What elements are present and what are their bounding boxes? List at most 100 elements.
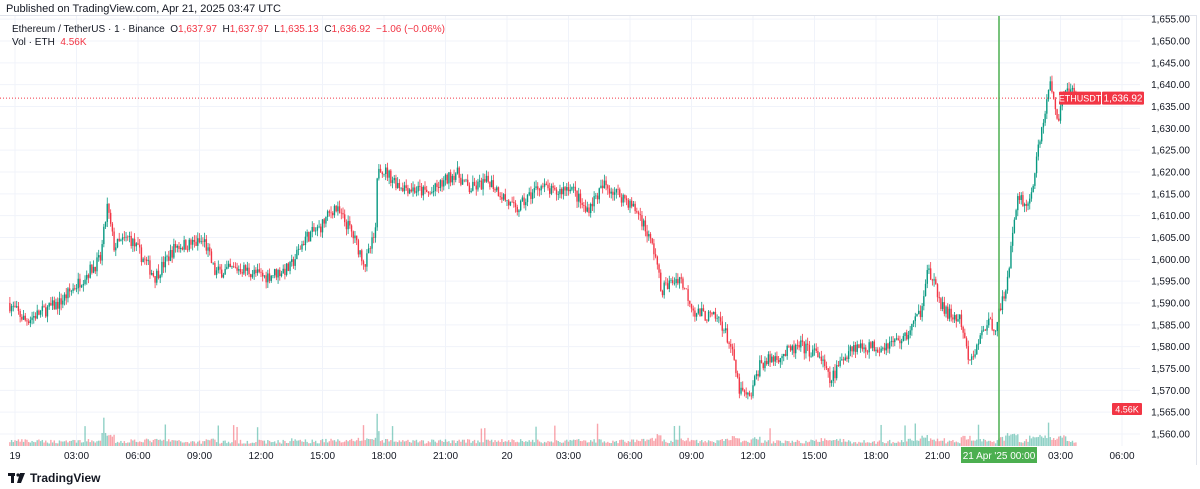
volume-bar [96,441,98,446]
volume-bar [191,441,194,446]
volume-bar [108,435,110,446]
candle-body [137,243,139,245]
volume-bar [132,440,134,446]
candle-body [458,167,460,178]
volume-bar [123,441,126,446]
candle-body [856,344,858,352]
candle-body [132,238,134,246]
candle-body [764,361,766,369]
x-axis-label: 18:00 [863,451,888,462]
volume-bar [793,442,795,446]
volume-bar [666,442,669,446]
volume-bar [407,439,409,446]
y-axis-label: 1,570.00 [1151,386,1190,397]
volume-bar [414,440,416,446]
volume-bar [357,437,360,446]
candle-body [1025,204,1028,206]
candle-body [357,240,360,255]
candle-body [825,366,828,369]
candle-body [448,172,450,184]
volume-bar [1075,442,1077,446]
volume-bar [109,434,112,446]
candle-body [940,298,942,309]
volume-bar [284,440,286,446]
candle-body [502,194,505,200]
candle-body [497,187,500,197]
volume-label[interactable]: Vol · ETH [12,37,55,48]
candle-body [991,318,993,330]
candle-body [692,308,694,311]
candle-body [1010,245,1012,269]
volume-bar [432,439,435,446]
candle-body [957,319,959,322]
candle-body [427,192,430,193]
volume-bar [429,442,431,446]
volume-bar [1073,442,1075,446]
candle-body [485,175,488,182]
volume-bar [477,440,479,446]
candle-body [924,283,927,297]
volume-bar [412,440,414,446]
volume-bar [929,438,932,446]
volume-bar [82,442,85,446]
candle-body [467,179,469,186]
candle-body [456,167,459,174]
candle-body [127,236,129,238]
volume-bar [919,438,922,446]
volume-bar [227,441,230,446]
candle-body [400,187,402,189]
candle-body [812,349,814,356]
candle-body [99,255,102,261]
candle-body [984,329,987,331]
candle-body [262,272,264,277]
volume-bar [57,443,59,446]
symbol-title[interactable]: Ethereum / TetherUS · 1 · Binance [12,24,165,35]
volume-bar [263,440,266,446]
candle-body [588,207,590,214]
volume-bar [584,440,587,446]
volume-bar [169,441,172,446]
volume-bar [455,442,457,446]
volume-bar [84,426,86,446]
candle-body [41,306,44,311]
candle-body [665,282,667,284]
candle-body [861,343,864,350]
volume-bar [936,438,939,446]
volume-bar [632,439,635,446]
volume-bar [238,443,240,446]
volume-bar [496,441,498,446]
y-axis-label: 1,625.00 [1151,146,1190,157]
volume-bar [106,435,108,446]
volume-bar [499,442,501,446]
volume-bar [537,439,539,446]
volume-bar [974,440,976,446]
volume-bar [480,428,483,446]
volume-bar [21,439,23,446]
candle-body [504,194,506,201]
volume-bar [405,440,407,446]
volume-bar [285,443,288,446]
candle-body [666,283,669,290]
volume-bar [928,441,930,446]
volume-bar [250,443,252,446]
candle-body [820,356,823,361]
volume-bar [373,439,375,446]
candle-body [432,190,435,193]
candle-body [660,272,662,291]
x-axis-label: 19 [9,451,21,462]
volume-bar [883,443,886,446]
candle-body [501,197,503,200]
candle-body [786,345,788,356]
candle-body [595,195,597,197]
volume-bar [514,442,517,446]
volume-bar [173,440,175,446]
y-axis-label: 1,605.00 [1151,233,1190,244]
volume-bar [938,441,940,446]
volume-bar [398,440,401,446]
volume-bar [369,439,372,446]
candle-body [224,269,226,275]
candle-body [246,267,249,271]
candle-body [525,202,527,206]
volume-bar [268,440,271,446]
